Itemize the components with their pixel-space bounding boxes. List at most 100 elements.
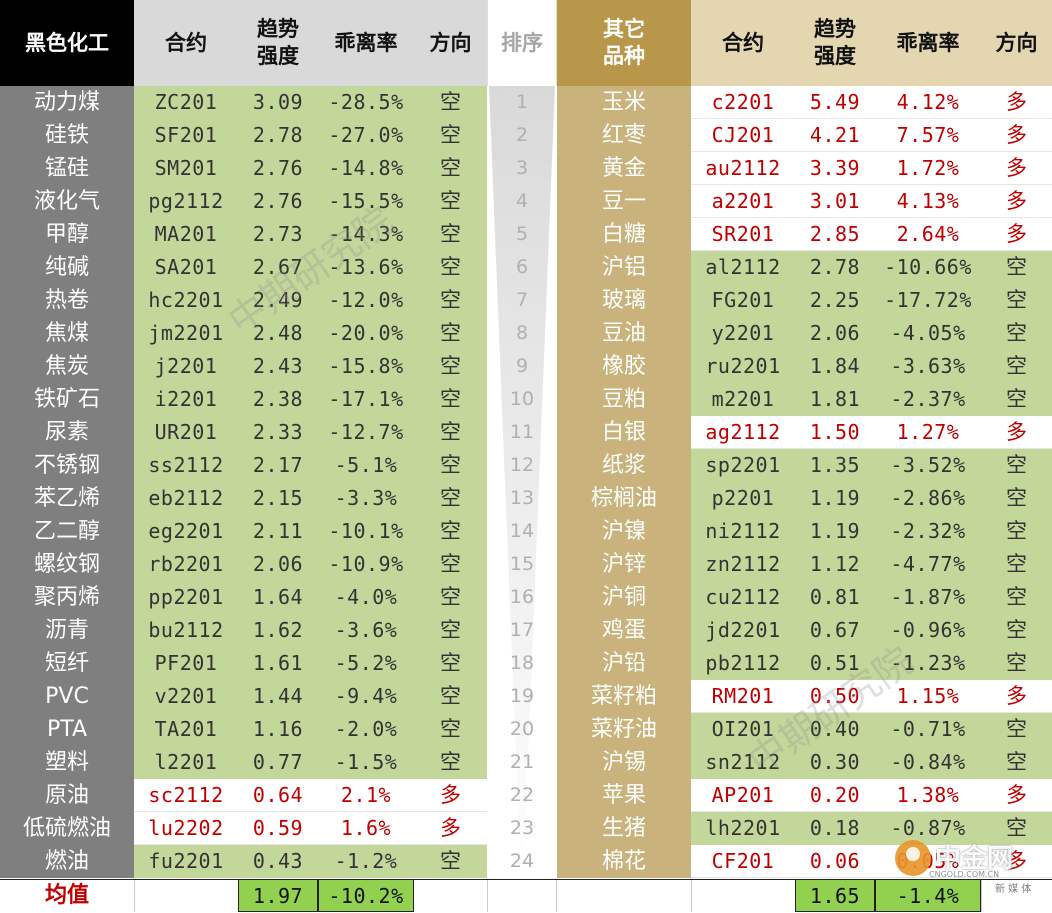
rank-number: 10 <box>509 388 535 410</box>
right-trend-strength: 5.49 <box>795 86 875 119</box>
table-row: 纯碱 SA201 2.67 -13.6% 空 6 沪铝 al2112 2.78 -10.66% 空 <box>0 251 1052 284</box>
left-deviation-rate: -9.4% <box>318 680 414 713</box>
average-left-deviation: -10.2% <box>318 879 414 912</box>
left-deviation-rate: -10.9% <box>318 548 414 581</box>
left-trend-strength: 2.48 <box>238 317 318 350</box>
left-direction: 多 <box>414 812 487 845</box>
rank-number: 1 <box>515 91 529 113</box>
left-contract: TA201 <box>134 713 238 746</box>
right-direction: 空 <box>981 251 1052 284</box>
left-direction: 空 <box>414 383 487 416</box>
left-commodity-name: 焦煤 <box>0 317 134 350</box>
right-deviation-rate: -0.84% <box>875 746 981 779</box>
table-row: 热卷 hc2201 2.49 -12.0% 空 7 玻璃 FG201 2.25 -17.72% 空 <box>0 284 1052 317</box>
left-commodity-name: 螺纹钢 <box>0 548 134 581</box>
left-deviation-rate: -3.6% <box>318 614 414 647</box>
right-contract: SR201 <box>691 218 795 251</box>
header-right-category: 其它 品种 <box>557 0 691 86</box>
table-row: 低硫燃油 lu2202 0.59 1.6% 多 23 生猪 lh2201 0.18 -0.87% 空 <box>0 812 1052 845</box>
left-contract: i2201 <box>134 383 238 416</box>
left-trend-strength: 1.62 <box>238 614 318 647</box>
right-trend-strength: 1.19 <box>795 515 875 548</box>
right-trend-strength: 0.20 <box>795 779 875 812</box>
rank-number: 9 <box>515 355 529 377</box>
rank-column-gradient <box>489 86 555 879</box>
average-label: 均值 <box>44 883 89 908</box>
left-deviation-rate: -12.0% <box>318 284 414 317</box>
right-deviation-rate: 1.72% <box>875 152 981 185</box>
right-contract: OI201 <box>691 713 795 746</box>
left-commodity-name: 原油 <box>0 779 134 812</box>
right-commodity-name: 白糖 <box>557 218 691 251</box>
left-commodity-name: 不锈钢 <box>0 449 134 482</box>
header-contract: 合约 <box>134 0 238 86</box>
right-direction: 空 <box>981 482 1052 515</box>
left-contract: sc2112 <box>134 779 238 812</box>
left-commodity-name: PTA <box>0 713 134 746</box>
left-deviation-rate: -28.5% <box>318 86 414 119</box>
table-row: 焦煤 jm2201 2.48 -20.0% 空 8 豆油 y2201 2.06 -4.05% 空 <box>0 317 1052 350</box>
left-direction: 空 <box>414 713 487 746</box>
left-direction: 空 <box>414 845 487 878</box>
rank-number: 7 <box>515 289 529 311</box>
right-contract: au2112 <box>691 152 795 185</box>
table-row: 尿素 UR201 2.33 -12.7% 空 11 白银 ag2112 1.50 1.27% 多 <box>0 416 1052 449</box>
average-right-direction-empty <box>981 879 1052 912</box>
right-contract: sn2112 <box>691 746 795 779</box>
left-contract: bu2112 <box>134 614 238 647</box>
right-contract: CJ201 <box>691 119 795 152</box>
left-trend-strength: 2.15 <box>238 482 318 515</box>
left-contract: j2201 <box>134 350 238 383</box>
table-row: 甲醇 MA201 2.73 -14.3% 空 5 白糖 SR201 2.85 2.64% 多 <box>0 218 1052 251</box>
left-trend-strength: 2.17 <box>238 449 318 482</box>
right-deviation-rate: -1.23% <box>875 647 981 680</box>
average-right-trend: 1.65 <box>795 879 875 912</box>
rank-number: 16 <box>509 586 535 608</box>
right-trend-strength: 0.40 <box>795 713 875 746</box>
left-trend-strength: 3.09 <box>238 86 318 119</box>
left-commodity-name: 短纤 <box>0 647 134 680</box>
left-direction: 空 <box>414 515 487 548</box>
right-direction: 空 <box>981 614 1052 647</box>
right-deviation-rate: -1.87% <box>875 581 981 614</box>
table-row: 硅铁 SF201 2.78 -27.0% 空 2 红枣 CJ201 4.21 7.57% 多 <box>0 119 1052 152</box>
average-contract-empty <box>134 879 238 912</box>
left-trend-strength: 0.43 <box>238 845 318 878</box>
left-trend-strength: 2.67 <box>238 251 318 284</box>
cngold-logo: 中金网 CNGOLD.COM.CN 新 媒 体 <box>895 836 1045 895</box>
left-direction: 空 <box>414 251 487 284</box>
left-commodity-name: 动力煤 <box>0 86 134 119</box>
left-commodity-name: 硅铁 <box>0 119 134 152</box>
left-trend-strength: 1.61 <box>238 647 318 680</box>
right-commodity-name: 苹果 <box>557 779 691 812</box>
right-direction: 空 <box>981 449 1052 482</box>
table-row: 聚丙烯 pp2201 1.64 -4.0% 空 16 沪铜 cu2112 0.81 -1.87% 空 <box>0 581 1052 614</box>
left-deviation-rate: -1.2% <box>318 845 414 878</box>
left-trend-strength: 0.59 <box>238 812 318 845</box>
right-commodity-name: 橡胶 <box>557 350 691 383</box>
right-direction: 空 <box>981 581 1052 614</box>
left-direction: 空 <box>414 449 487 482</box>
right-contract: a2201 <box>691 185 795 218</box>
left-trend-strength: 1.44 <box>238 680 318 713</box>
right-contract: CF201 <box>691 845 795 878</box>
right-contract: p2201 <box>691 482 795 515</box>
right-direction: 空 <box>981 713 1052 746</box>
rank-number: 13 <box>509 487 535 509</box>
left-deviation-rate: -20.0% <box>318 317 414 350</box>
right-commodity-name: 白银 <box>557 416 691 449</box>
header-direction-right: 方向 <box>981 0 1052 86</box>
right-direction: 空 <box>981 647 1052 680</box>
right-deviation-rate: -3.52% <box>875 449 981 482</box>
left-deviation-rate: -3.3% <box>318 482 414 515</box>
right-direction: 空 <box>981 548 1052 581</box>
right-trend-strength: 1.12 <box>795 548 875 581</box>
left-commodity-name: 液化气 <box>0 185 134 218</box>
left-direction: 空 <box>414 548 487 581</box>
right-direction: 多 <box>981 86 1052 119</box>
right-contract: al2112 <box>691 251 795 284</box>
left-commodity-name: PVC <box>0 680 134 713</box>
rank-number: 17 <box>509 619 535 641</box>
right-commodity-name: 黄金 <box>557 152 691 185</box>
right-direction: 空 <box>981 284 1052 317</box>
